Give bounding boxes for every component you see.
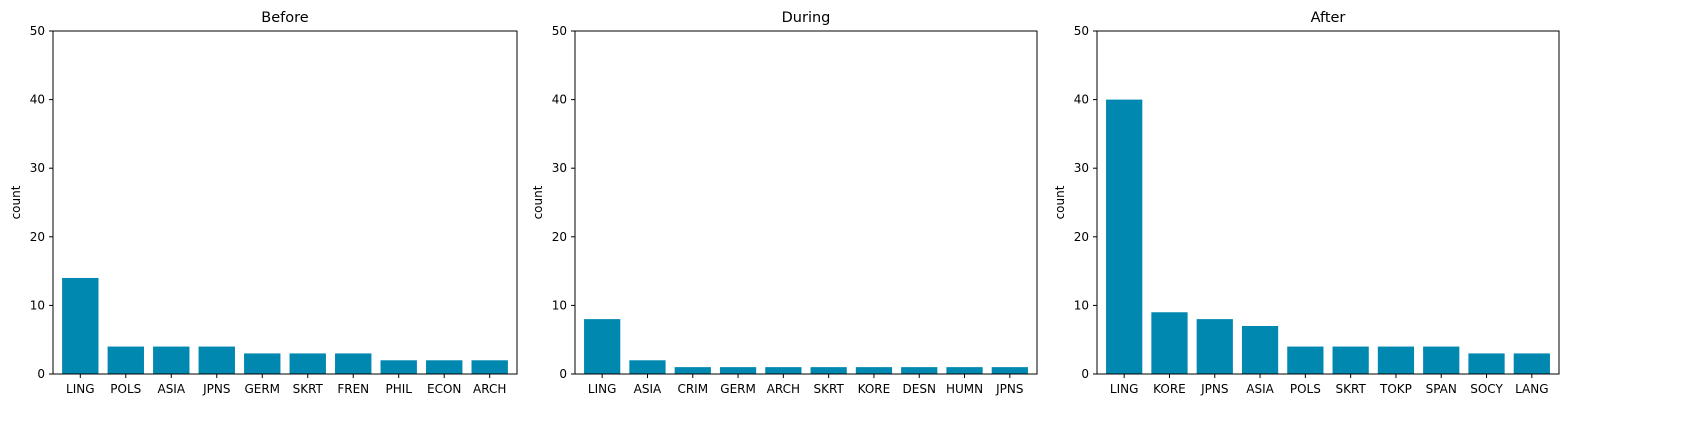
x-tick-label: ECON [427, 382, 461, 396]
x-tick-label: DESN [903, 382, 936, 396]
bar-asia [629, 360, 666, 374]
bar-asia [153, 346, 190, 374]
x-tick-label: POLS [110, 382, 141, 396]
y-tick-label: 0 [37, 367, 45, 381]
x-tick-label: LING [1110, 382, 1139, 396]
bar-ling [1106, 99, 1143, 374]
x-tick-label: ARCH [473, 382, 506, 396]
bar-arch [765, 367, 802, 374]
panel-title: During [782, 10, 831, 26]
y-tick-label: 10 [30, 298, 45, 312]
bar-phil [380, 360, 417, 374]
bar-pols [107, 346, 144, 374]
y-tick-label: 20 [30, 230, 45, 244]
x-tick-label: KORE [858, 382, 891, 396]
bar-skrt [289, 353, 326, 374]
x-tick-label: HUMN [946, 382, 983, 396]
y-tick-label: 50 [552, 24, 567, 38]
y-tick-label: 50 [30, 24, 45, 38]
y-tick-label: 10 [552, 298, 567, 312]
axes-frame [1096, 30, 1560, 375]
x-tick-label: PHIL [385, 382, 412, 396]
y-tick-label: 20 [552, 230, 567, 244]
panel-title: After [1311, 10, 1346, 26]
bar-tokp [1377, 346, 1415, 374]
chart-panel-before: 0 10 20 30 40 50 LING POLS ASIA JPNS GERM SKRT FREN P… [9, 10, 518, 396]
chart-panel-during: 0 10 20 30 40 50 LING ASIA CRIM GERM ARCH SKRT KORE D… [531, 10, 1038, 396]
y-tick-label: 50 [1074, 24, 1089, 38]
x-tick-label: LING [588, 382, 617, 396]
y-tick-label: 30 [1074, 161, 1089, 175]
chart-panel-after: 0 10 20 30 40 50 LING KORE JPNS ASIA POLS SKRT TOKP S… [1053, 10, 1560, 396]
y-tick-label: 0 [559, 367, 567, 381]
x-tick-label: ASIA [1246, 382, 1274, 396]
y-tick-label: 10 [1074, 298, 1089, 312]
bar-skrt [1332, 346, 1369, 374]
y-tick-label: 0 [1081, 367, 1089, 381]
bar-crim [674, 367, 711, 374]
panel-title: Before [261, 10, 308, 26]
x-tick-label: SKRT [814, 382, 845, 396]
bar-kore [1151, 312, 1188, 374]
bar-socy [1468, 353, 1505, 374]
bar-desn [901, 367, 938, 374]
x-tick-label: CRIM [677, 382, 708, 396]
bar-jpns [198, 346, 235, 374]
bar-fren [335, 353, 372, 374]
bar-ling [584, 319, 621, 374]
x-tick-label: SKRT [1336, 382, 1367, 396]
bar-kore [855, 367, 893, 374]
x-tick-label: GERM [244, 382, 280, 396]
bar-jpns [991, 367, 1028, 374]
bar-germ [244, 353, 281, 374]
bar-skrt [810, 367, 847, 374]
x-tick-label: JPNS [202, 382, 230, 396]
y-tick-label: 40 [30, 93, 45, 107]
x-tick-label: ASIA [634, 382, 662, 396]
x-tick-label: TOKP [1379, 382, 1412, 396]
y-axis-label: count [1053, 185, 1067, 219]
axes-frame [52, 30, 518, 375]
x-tick-label: ASIA [157, 382, 185, 396]
x-tick-label: FREN [337, 382, 369, 396]
x-tick-label: JPNS [995, 382, 1023, 396]
y-axis-label: count [9, 185, 23, 219]
y-tick-label: 30 [30, 161, 45, 175]
y-tick-label: 30 [552, 161, 567, 175]
y-tick-label: 20 [1074, 230, 1089, 244]
bar-arch [471, 360, 508, 374]
bar-lang [1513, 353, 1550, 374]
bar-span [1423, 346, 1460, 374]
x-tick-label: SOCY [1470, 382, 1503, 396]
bar-asia [1241, 325, 1279, 374]
x-tick-label: SPAN [1426, 382, 1457, 396]
y-axis-label: count [531, 185, 545, 219]
x-tick-label: LING [66, 382, 95, 396]
x-tick-label: JPNS [1200, 382, 1228, 396]
bar-germ [719, 367, 757, 374]
x-tick-label: LANG [1515, 382, 1548, 396]
bar-jpns [1196, 319, 1233, 374]
bar-pols [1287, 346, 1324, 374]
x-tick-label: SKRT [293, 382, 324, 396]
x-tick-label: POLS [1290, 382, 1321, 396]
y-tick-label: 40 [1074, 93, 1089, 107]
x-tick-label: KORE [1153, 382, 1186, 396]
x-tick-label: ARCH [767, 382, 800, 396]
bar-ling [62, 277, 99, 374]
x-tick-label: GERM [720, 382, 756, 396]
axes-frame [574, 30, 1038, 375]
bar-humn [946, 367, 983, 374]
bar-econ [426, 360, 463, 374]
y-tick-label: 40 [552, 93, 567, 107]
